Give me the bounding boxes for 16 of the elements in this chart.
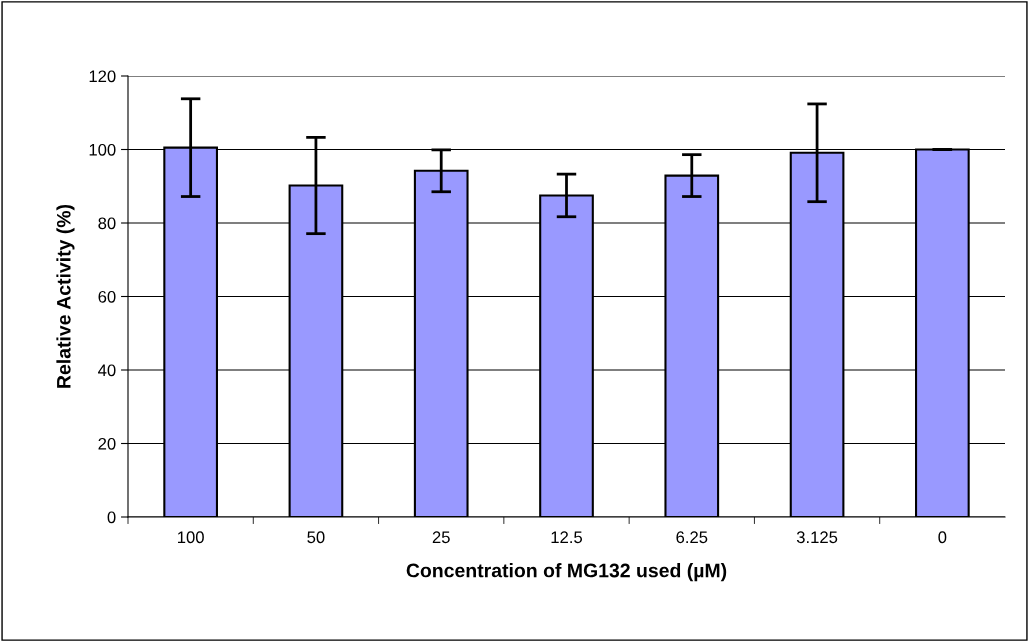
x-tick-label: 50 xyxy=(307,531,325,544)
y-tick-label: 0 xyxy=(107,511,116,524)
y-tick-label: 80 xyxy=(98,217,116,230)
x-tick-label: 6.25 xyxy=(676,531,708,544)
x-tick-label: 12.5 xyxy=(551,531,583,544)
y-axis-title: Relative Activity (%) xyxy=(56,204,75,388)
y-tick-label: 40 xyxy=(98,364,116,377)
x-tick-label: 3.125 xyxy=(796,531,838,544)
x-tick-label: 0 xyxy=(938,531,947,544)
y-tick-label: 60 xyxy=(98,290,116,303)
x-tick-label: 25 xyxy=(432,531,450,544)
y-tick-label: 100 xyxy=(89,143,116,156)
x-tick-label: 100 xyxy=(178,531,204,544)
y-tick-label: 120 xyxy=(89,70,116,83)
x-axis-title: Concentration of MG132 used (µM) xyxy=(406,563,727,582)
y-tick-label: 20 xyxy=(98,437,116,450)
